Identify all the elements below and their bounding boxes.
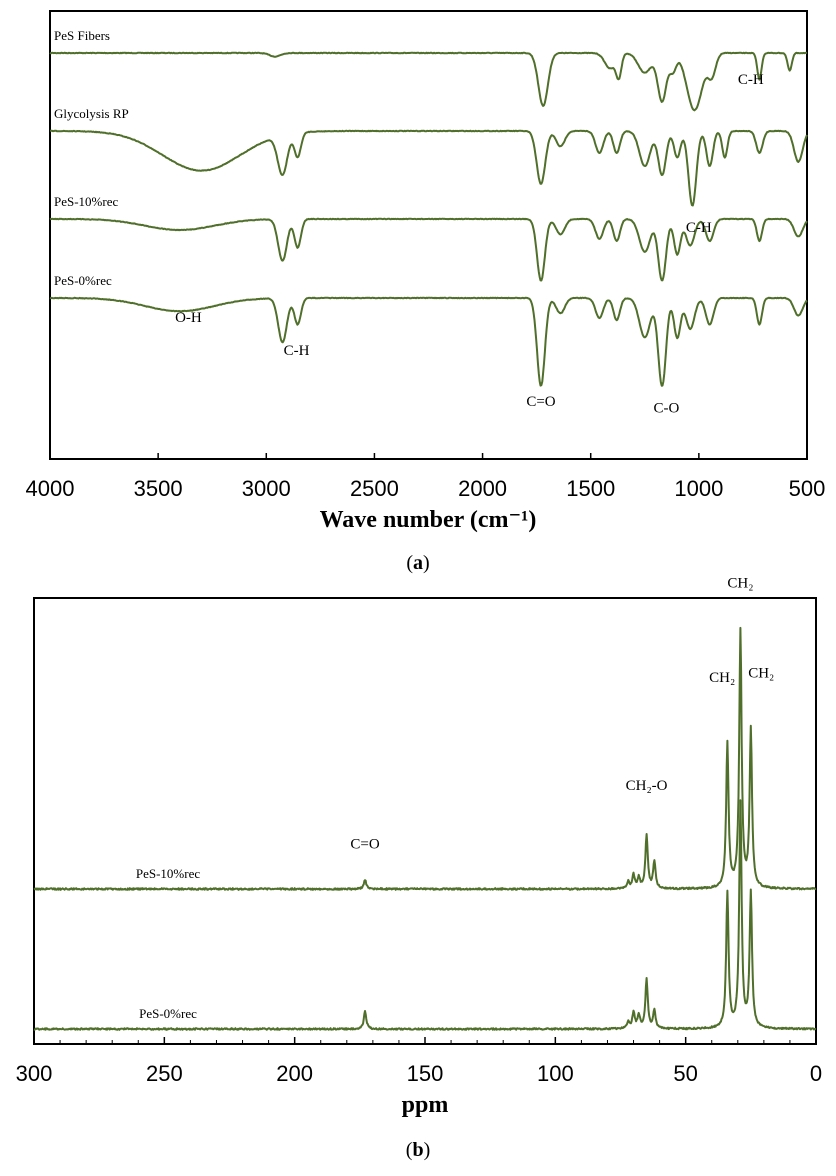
panel-b: 300 250 200 150 100 50 0 PeS-10%rec PeS-0%rec C… [16,576,822,1162]
panel-a-annotation: C-H [738,72,764,88]
panel-a-series-label: PeS-0%rec [54,273,112,288]
panel-b-x-tick-label: 100 [537,1061,574,1086]
panel-a-series-label: PeS Fibers [54,28,110,43]
panel-a-series-label: PeS-10%rec [54,194,118,209]
panel-b-series-line [33,626,817,891]
panel-a-x-tick-label: 2500 [350,476,399,501]
panel-b-x-tick-label: 150 [407,1061,444,1086]
panel-a-series-line [49,51,808,112]
panel-a-x-tick-label: 3000 [242,476,291,501]
panel-a-x-tick-label: 1500 [566,476,615,501]
panel-b-x-axis-title: ppm [402,1092,449,1118]
panel-a-x-tick-label: 500 [789,476,826,501]
panel-b-annotation: CH₂-O [626,778,668,794]
panel-b-annotation: C=O [350,837,379,853]
panel-a-annotation: C-H [284,343,310,359]
panel-b-x-tick-label: 300 [16,1061,53,1086]
panel-b-series-label: PeS-10%rec [136,866,200,881]
panel-a-x-axis-title: Wave number (cm⁻¹) [320,507,537,533]
panel-a-series-label: Glycolysis RP [54,106,129,121]
panel-a-series-labels: PeS Fibers Glycolysis RP PeS-10%rec PeS-0%r… [54,28,129,288]
panel-a-x-tick-label: 3500 [134,476,183,501]
panel-a-annotation: C-H [686,220,712,236]
panel-b-annotation: CH₂ [748,666,774,682]
panel-b-x-tick-label: 50 [673,1061,697,1086]
panel-b-plot-frame [33,597,817,1045]
panel-a-annotations: C-H C-H O-H C-H C=O C-O [175,72,764,417]
panel-a-annotation: C-O [653,400,679,416]
panel-b-series-line [33,799,817,1031]
panel-a-series-line [49,129,808,207]
panel-b-caption: (b) [406,1139,430,1161]
panel-a-series [49,51,808,387]
panel-a-series-line [49,217,808,282]
panel-b-series [33,626,817,1031]
panel-b-series-label: PeS-0%rec [139,1006,197,1021]
panel-a-series-line [49,296,808,387]
panel-a-annotation: O-H [175,310,202,326]
panel-a: 4000 3500 3000 2500 2000 1500 1000 500 PeS Fibe… [26,10,826,574]
panel-b-x-tick-label: 250 [146,1061,183,1086]
panel-b-x-tick-label: 200 [276,1061,313,1086]
panel-b-annotation: CH₂ [709,670,735,686]
panel-a-plot-frame [49,10,808,460]
panel-b-x-tick-label: 0 [810,1061,822,1086]
panel-a-annotation: C=O [526,394,555,410]
panel-a-x-tick-label: 1000 [674,476,723,501]
panel-a-x-tick-label: 4000 [26,476,75,501]
panel-b-series-labels: PeS-10%rec PeS-0%rec [136,866,200,1021]
panel-b-annotation: CH₂ [727,576,753,592]
panel-a-x-tick-label: 2000 [458,476,507,501]
panel-b-annotations: C=O CH₂-O CH₂ CH₂ CH₂ [350,576,774,853]
panel-b-x-axis: 300 250 200 150 100 50 0 [16,1037,822,1086]
panel-a-x-axis: 4000 3500 3000 2500 2000 1500 1000 500 [26,453,826,501]
panel-a-caption: (a) [406,552,429,574]
